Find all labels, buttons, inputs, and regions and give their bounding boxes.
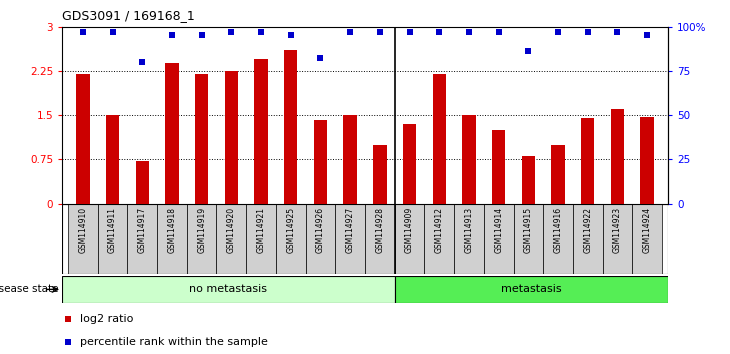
Text: GSM114914: GSM114914 — [494, 207, 503, 253]
Text: GSM114917: GSM114917 — [138, 207, 147, 253]
Text: no metastasis: no metastasis — [189, 284, 267, 295]
Bar — [195, 74, 208, 204]
Text: GSM114911: GSM114911 — [108, 207, 117, 253]
Bar — [76, 74, 90, 204]
Point — [582, 29, 593, 35]
Text: GSM114924: GSM114924 — [642, 207, 652, 253]
Point — [493, 29, 504, 35]
Bar — [395, 276, 668, 303]
Point — [77, 29, 88, 35]
Bar — [484, 204, 513, 274]
Bar — [403, 124, 416, 204]
Text: GSM114928: GSM114928 — [375, 207, 385, 253]
Text: disease state: disease state — [0, 284, 58, 295]
Text: GSM114926: GSM114926 — [316, 207, 325, 253]
Bar — [395, 204, 424, 274]
Point — [612, 29, 623, 35]
Bar — [632, 204, 662, 274]
Text: GSM114916: GSM114916 — [553, 207, 563, 253]
Point — [226, 29, 237, 35]
Bar — [454, 204, 484, 274]
Text: GSM114909: GSM114909 — [405, 207, 414, 253]
Bar — [157, 204, 187, 274]
Bar — [611, 109, 624, 204]
Text: GSM114925: GSM114925 — [286, 207, 295, 253]
Text: log2 ratio: log2 ratio — [80, 314, 134, 324]
Bar — [573, 204, 602, 274]
Bar — [165, 63, 179, 204]
Point — [345, 29, 356, 35]
Point — [196, 33, 207, 38]
Bar — [284, 50, 297, 204]
Bar — [187, 204, 217, 274]
Text: GSM114912: GSM114912 — [435, 207, 444, 253]
Point — [642, 33, 653, 38]
Bar — [462, 115, 476, 204]
Text: GSM114918: GSM114918 — [167, 207, 177, 253]
Bar — [373, 144, 386, 204]
Bar — [217, 204, 246, 274]
Bar — [581, 118, 594, 204]
Point — [285, 33, 296, 38]
Point — [315, 56, 326, 61]
Point — [374, 29, 385, 35]
Bar — [68, 204, 98, 274]
Bar — [314, 120, 327, 204]
Point — [463, 29, 474, 35]
Bar — [365, 204, 395, 274]
Text: GSM114927: GSM114927 — [345, 207, 355, 253]
Text: GSM114919: GSM114919 — [197, 207, 206, 253]
Point — [552, 29, 564, 35]
Bar — [246, 204, 276, 274]
Text: GSM114920: GSM114920 — [227, 207, 236, 253]
Bar — [335, 204, 365, 274]
Point — [404, 29, 415, 35]
Bar — [424, 204, 454, 274]
Point — [107, 29, 118, 35]
Bar — [276, 204, 306, 274]
Bar — [602, 204, 632, 274]
Bar — [225, 71, 238, 204]
Bar — [136, 161, 149, 204]
Bar — [106, 115, 119, 204]
Bar — [62, 276, 395, 303]
Bar — [551, 144, 565, 204]
Point — [434, 29, 445, 35]
Bar — [128, 204, 157, 274]
Bar — [306, 204, 335, 274]
Bar — [433, 74, 446, 204]
Bar — [344, 115, 357, 204]
Text: percentile rank within the sample: percentile rank within the sample — [80, 337, 268, 347]
Point — [166, 33, 178, 38]
Text: GSM114922: GSM114922 — [583, 207, 592, 253]
Bar — [254, 59, 268, 204]
Bar — [98, 204, 128, 274]
Point — [523, 48, 534, 54]
Text: GSM114913: GSM114913 — [464, 207, 474, 253]
Bar — [513, 204, 543, 274]
Bar — [640, 117, 654, 204]
Text: GSM114915: GSM114915 — [524, 207, 533, 253]
Bar — [543, 204, 573, 274]
Bar — [492, 130, 505, 204]
Text: GSM114923: GSM114923 — [613, 207, 622, 253]
Text: GSM114910: GSM114910 — [78, 207, 88, 253]
Point — [255, 29, 267, 35]
Text: GDS3091 / 169168_1: GDS3091 / 169168_1 — [62, 9, 195, 22]
Point — [137, 59, 148, 65]
Text: GSM114921: GSM114921 — [256, 207, 266, 253]
Text: metastasis: metastasis — [501, 284, 561, 295]
Bar — [522, 156, 535, 204]
